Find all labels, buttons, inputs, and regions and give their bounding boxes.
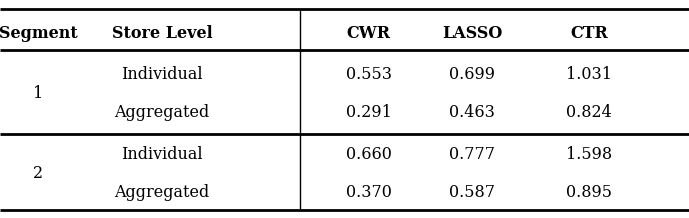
Text: 1.598: 1.598 (566, 146, 612, 163)
Text: 1: 1 (33, 85, 43, 102)
Text: 0.699: 0.699 (449, 66, 495, 83)
Text: 0.895: 0.895 (566, 184, 612, 201)
Text: 0.824: 0.824 (566, 104, 612, 121)
Text: 0.291: 0.291 (346, 104, 391, 121)
Text: 1.031: 1.031 (566, 66, 612, 83)
Text: 0.553: 0.553 (346, 66, 391, 83)
Text: Individual: Individual (121, 146, 203, 163)
Text: CTR: CTR (570, 25, 608, 42)
Text: Aggregated: Aggregated (114, 184, 209, 201)
Text: 2: 2 (33, 165, 43, 182)
Text: Store Level: Store Level (112, 25, 212, 42)
Text: Individual: Individual (121, 66, 203, 83)
Text: LASSO: LASSO (442, 25, 502, 42)
Text: Aggregated: Aggregated (114, 104, 209, 121)
Text: 0.463: 0.463 (449, 104, 495, 121)
Text: 0.370: 0.370 (346, 184, 391, 201)
Text: Segment: Segment (0, 25, 77, 42)
Text: CWR: CWR (347, 25, 391, 42)
Text: 0.587: 0.587 (449, 184, 495, 201)
Text: 0.660: 0.660 (346, 146, 391, 163)
Text: 0.777: 0.777 (449, 146, 495, 163)
